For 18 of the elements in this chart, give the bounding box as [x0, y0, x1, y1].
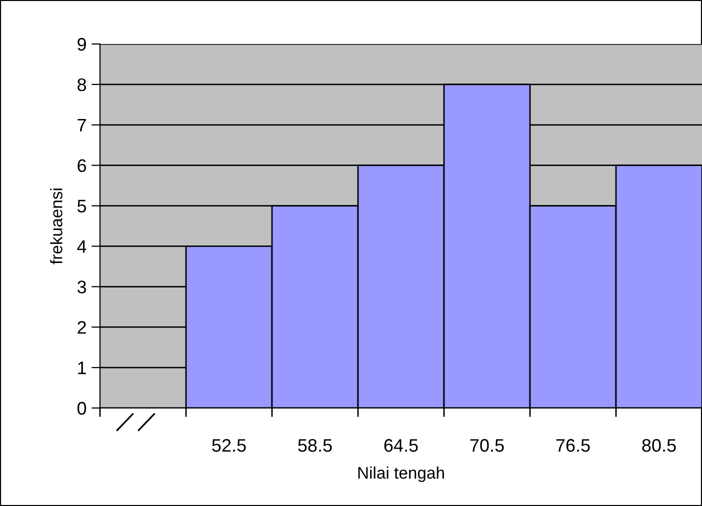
y-tick-label: 7 [78, 119, 86, 132]
x-tick-label: 76.5 [556, 439, 590, 452]
y-tick-label: 5 [77, 200, 86, 212]
x-tick-label: 58.5 [298, 439, 332, 452]
x-tick-label: 80.5 [642, 439, 676, 452]
y-tick-label: 3 [77, 280, 86, 294]
y-tick-label: 6 [78, 159, 86, 172]
x-tick-label: 70.5 [470, 439, 504, 452]
y-tick-label: 4 [77, 240, 86, 253]
x-tick-label: 52.5 [212, 439, 246, 452]
y-tick-label: 1 [78, 362, 86, 374]
y-tick-label: 2 [78, 321, 86, 334]
x-axis-title: Nilai tengah [358, 466, 444, 482]
y-axis-title: frekuaensi [50, 188, 62, 264]
y-tick-label: 0 [77, 402, 86, 415]
y-tick-label: 8 [78, 78, 86, 92]
x-tick-label: 64.5 [384, 439, 418, 452]
y-tick-label: 9 [78, 38, 86, 51]
